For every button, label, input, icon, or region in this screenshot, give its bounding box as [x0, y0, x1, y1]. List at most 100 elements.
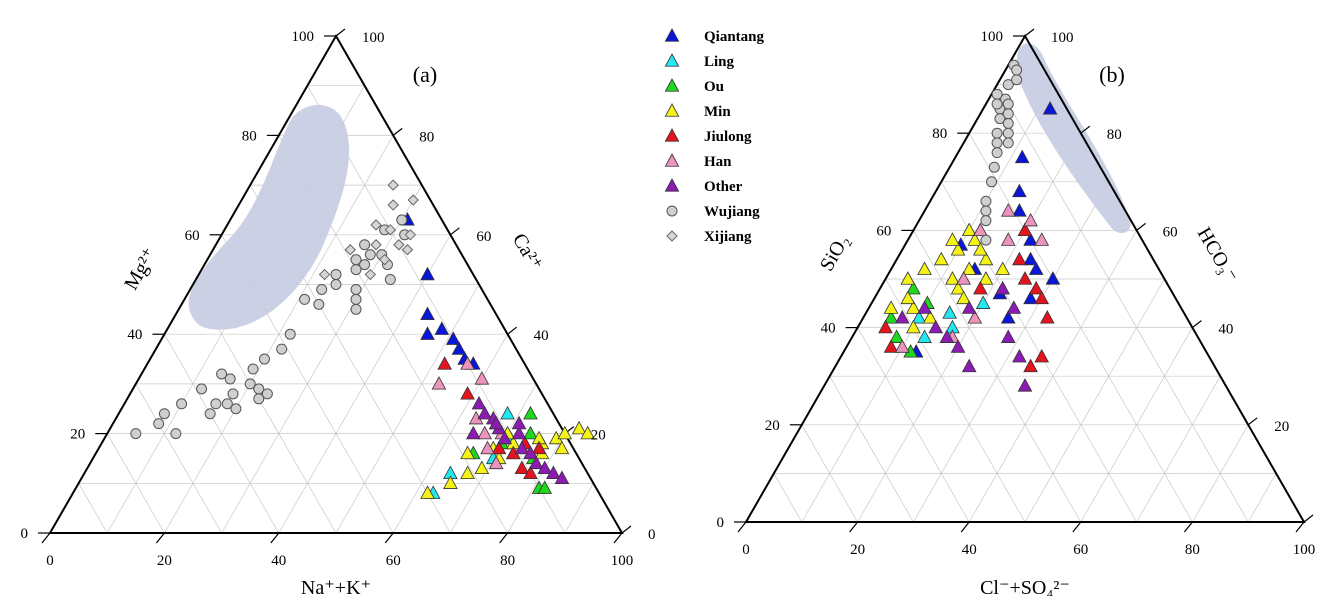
grid-line: [829, 376, 914, 523]
xijiang-point: [318, 268, 331, 281]
legend-item-han: Han: [664, 153, 732, 170]
bottom-tick-label: 100: [611, 553, 634, 569]
wujiang-point: [986, 176, 998, 188]
wujiang-point: [261, 388, 273, 400]
wujiang-point: [364, 249, 376, 261]
legend-qiantang-point: [664, 28, 680, 42]
legend-ling-point: [664, 53, 680, 67]
min-point: [557, 425, 573, 440]
right-tick: [1080, 125, 1091, 134]
min-point: [460, 445, 475, 460]
grid-line: [335, 284, 480, 534]
wujiang-point: [1011, 74, 1023, 86]
han-point: [1000, 232, 1016, 246]
other-point: [995, 280, 1011, 295]
jiulong-point: [1017, 271, 1033, 285]
min-point: [883, 300, 899, 314]
bottom-axis-title: Na⁺+K⁺: [301, 577, 371, 596]
jiulong-point: [1039, 310, 1055, 324]
han-point: [956, 271, 971, 285]
min-point: [978, 251, 994, 266]
legend-item-xijiang: Xijiang: [666, 229, 752, 245]
legend-wujiang-point: [666, 205, 678, 217]
legend-ou-point: [664, 78, 680, 92]
legend-jiulong-point: [664, 128, 680, 142]
panel-label: (a): [413, 62, 437, 87]
min-point: [900, 290, 916, 305]
left-tick-label: 40: [821, 321, 836, 337]
jiulong-point: [460, 386, 475, 400]
wujiang-point: [350, 293, 362, 305]
wujiang-point: [176, 398, 188, 410]
other-point: [497, 430, 513, 445]
ternary-chart-b: 0 0 20 20 40 40 60 60 80 80 100 100 Cl⁻+SO₄²⁻ SiO₂ HCO…: [717, 28, 1315, 596]
bottom-tick-label: 0: [46, 553, 54, 569]
bottom-tick: [960, 521, 970, 533]
xijiang-point: [387, 179, 399, 191]
han-point: [1034, 232, 1050, 246]
jiulong-point: [523, 465, 538, 480]
jiulong-point: [1034, 290, 1050, 305]
qiantang-point: [1023, 232, 1038, 246]
legend-label: Qiantang: [704, 29, 765, 45]
other-point: [471, 395, 487, 410]
legend-label: Jiulong: [704, 129, 752, 145]
wujiang-point: [153, 418, 165, 430]
other-point: [1017, 378, 1033, 392]
wujiang-point: [330, 269, 342, 281]
min-point: [580, 425, 596, 440]
bottom-tick-label: 60: [1073, 542, 1088, 558]
left-tick-label: 60: [185, 228, 200, 244]
wujiang-point: [204, 408, 216, 420]
bottom-tick-label: 0: [742, 542, 750, 558]
bottom-tick-label: 20: [850, 542, 865, 558]
han-point: [460, 356, 475, 370]
han-point: [431, 376, 447, 390]
other-point: [511, 415, 527, 430]
wujiang-point: [991, 137, 1003, 149]
other-point: [528, 455, 544, 470]
legend-xijiang-point: [666, 230, 678, 242]
min-point: [961, 261, 977, 275]
min-point: [460, 465, 475, 480]
qiantang-point: [451, 341, 467, 355]
data-points: [878, 59, 1061, 392]
legend-label: Han: [704, 154, 732, 170]
han-point: [967, 310, 983, 324]
right-tick-label: 100: [1051, 30, 1074, 46]
wujiang-point: [350, 254, 362, 266]
bottom-tick-label: 80: [500, 553, 515, 569]
wujiang-point: [253, 393, 265, 405]
jiulong-point: [1028, 280, 1044, 295]
wujiang-point: [988, 161, 1000, 173]
wujiang-point: [980, 215, 992, 227]
xijiang-point: [407, 194, 419, 206]
ou-point: [883, 310, 899, 324]
bottom-tick: [270, 532, 280, 544]
wujiang-field: [1016, 43, 1131, 234]
legend-label: Xijiang: [704, 229, 752, 245]
wujiang-point: [1002, 108, 1014, 120]
right-tick-label: 60: [1163, 224, 1178, 240]
wujiang-point: [396, 214, 408, 226]
bottom-tick: [41, 532, 51, 544]
jiulong-point: [531, 440, 547, 455]
legend-other-point: [664, 178, 680, 192]
ling-point: [500, 405, 515, 420]
wujiang-point: [244, 378, 256, 390]
wujiang-point: [299, 293, 311, 305]
grid-line: [307, 85, 566, 534]
xijiang-point: [401, 244, 414, 256]
qiantang-point: [445, 331, 461, 345]
han-point: [894, 339, 910, 353]
qiantang-point: [420, 306, 435, 320]
legend-label: Min: [704, 104, 731, 120]
grid-line: [885, 278, 1026, 523]
right-tick-label: 20: [591, 428, 606, 444]
bottom-tick: [849, 521, 859, 533]
left-tick-label: 40: [127, 327, 142, 343]
legend-min-point: [664, 103, 680, 117]
min-point: [922, 310, 938, 324]
right-tick-label: 20: [1274, 419, 1289, 435]
han-point: [488, 455, 504, 470]
